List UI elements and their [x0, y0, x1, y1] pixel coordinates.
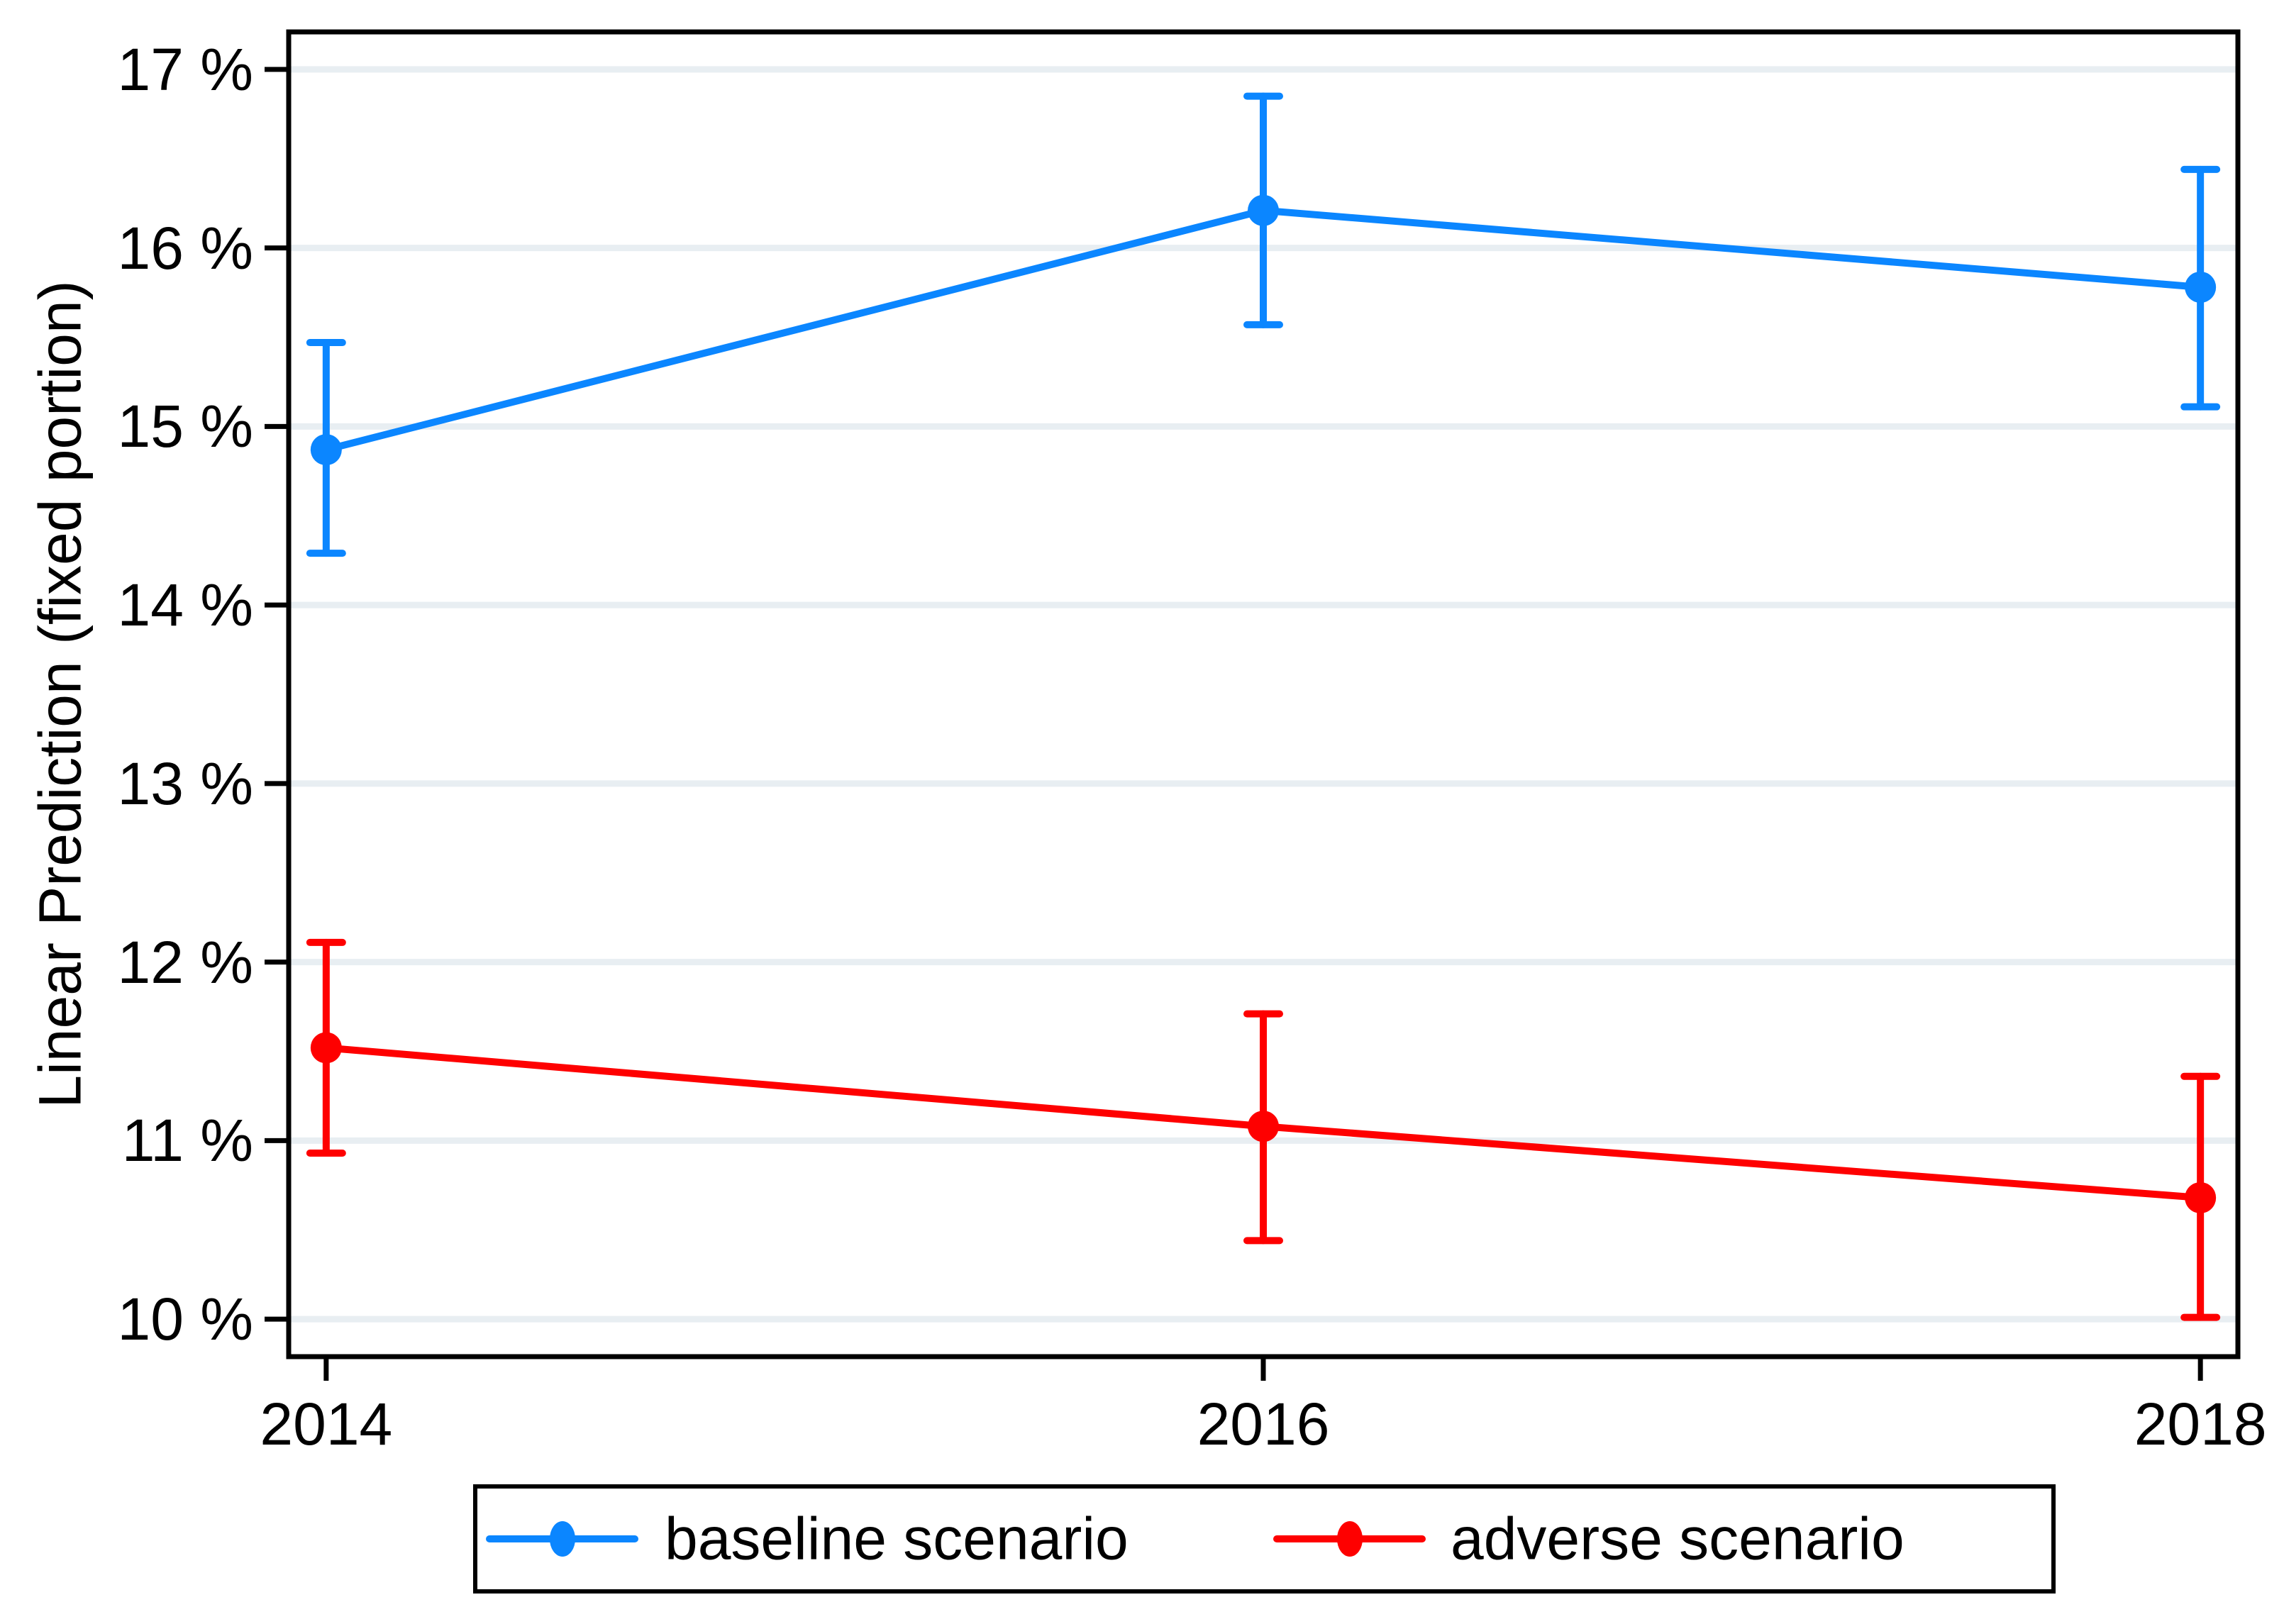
legend-label-adverse: adverse scenario	[1451, 1505, 1905, 1572]
data-point-marker	[2185, 1181, 2217, 1213]
legend-sample-baseline	[486, 1520, 638, 1557]
y-tick-label: 15 %	[117, 393, 253, 460]
data-point-marker	[310, 434, 342, 466]
y-tick-label: 13 %	[117, 750, 253, 817]
legend-dot-icon	[549, 1521, 575, 1557]
data-point-marker	[2185, 272, 2217, 304]
legend-dot-icon	[1336, 1521, 1363, 1557]
y-tick-label: 16 %	[117, 214, 253, 282]
y-tick-label: 10 %	[117, 1286, 253, 1353]
data-point-marker	[1248, 1111, 1279, 1142]
x-tick-label: 2018	[2134, 1391, 2267, 1457]
y-tick-label: 14 %	[117, 572, 253, 639]
plot-frame	[286, 29, 2241, 1359]
data-point-marker	[310, 1032, 342, 1064]
data-point-marker	[1248, 194, 1279, 226]
y-tick-label: 11 %	[121, 1107, 253, 1174]
legend-label-baseline: baseline scenario	[665, 1505, 1129, 1572]
legend-sample-adverse	[1273, 1520, 1426, 1557]
y-tick-label: 17 %	[117, 35, 253, 103]
y-tick-label: 12 %	[117, 928, 253, 996]
x-tick-label: 2014	[260, 1391, 393, 1457]
legend-box: baseline scenario adverse scenario	[473, 1484, 2056, 1594]
x-tick-label: 2016	[1197, 1391, 1330, 1457]
